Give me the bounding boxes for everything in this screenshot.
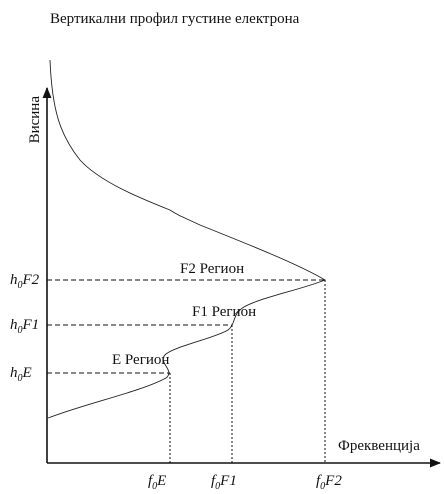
region-label: F1 Регион [192,304,256,320]
frequency-label-sub: 0 [215,481,220,492]
frequency-label-base: f [316,473,322,489]
height-label-rest: F1 [22,317,40,333]
frequency-label: f0E [148,473,166,492]
frequency-label-sub: 0 [152,481,157,492]
frequency-label-rest: F2 [324,473,342,489]
height-label-rest: F2 [22,272,40,288]
height-label: h0F1 [10,317,39,336]
frequency-label: f0F2 [316,473,342,492]
region-label: E Регион [112,352,169,368]
frequency-label-sub: 0 [320,481,325,492]
height-label-base: h [10,317,18,333]
y-axis-label: Висина [27,96,43,144]
frequency-label-base: f [148,473,154,489]
height-label: h0F2 [10,272,40,291]
height-label-sub: 0 [18,373,23,384]
height-label-sub: 0 [18,325,23,336]
frequency-label-base: f [211,473,217,489]
x-axis-label: Фреквенција [338,438,420,454]
height-label-sub: 0 [18,280,23,291]
density-curve [47,59,327,419]
height-label-base: h [10,365,18,381]
frequency-label: f0F1 [211,473,237,492]
height-label-base: h [10,272,18,288]
region-label: F2 Регион [180,261,244,277]
height-label-rest: E [22,365,32,381]
frequency-label-rest: E [156,473,166,489]
frequency-label-rest: F1 [219,473,237,489]
title: Вертикални профил густине електрона [50,11,300,27]
height-label: h0E [10,365,32,384]
